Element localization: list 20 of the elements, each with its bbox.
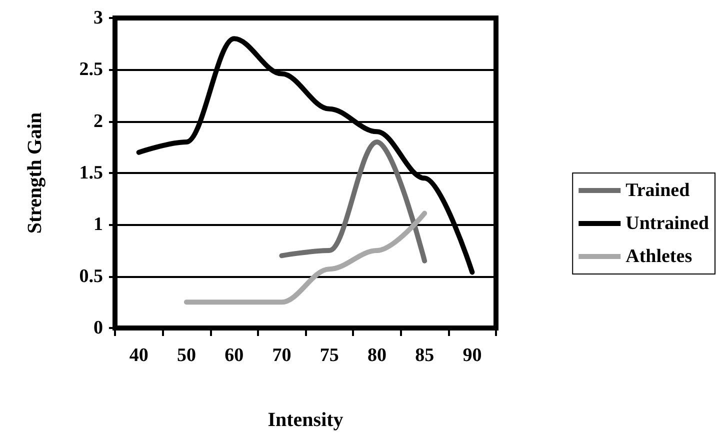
- x-tick-label: 50: [176, 345, 196, 366]
- y-tick-label: 0.5: [79, 266, 103, 287]
- y-tick-label: 2.5: [79, 59, 103, 80]
- x-axis-title: Intensity: [268, 409, 344, 431]
- legend-label: Untrained: [626, 213, 710, 234]
- y-tick-label: 3: [94, 8, 103, 28]
- y-tick-label: 0: [94, 318, 103, 338]
- x-tick-label: 40: [129, 345, 148, 366]
- y-tick-label: 2: [94, 110, 103, 132]
- x-tick-label: 80: [367, 345, 386, 366]
- x-tick-label: 90: [462, 345, 482, 366]
- y-tick-label: 1: [94, 214, 103, 236]
- legend-label: Trained: [626, 180, 690, 201]
- x-tick-label: 60: [224, 345, 244, 366]
- y-axis-title: Strength Gain: [24, 112, 46, 234]
- x-tick-label: 70: [272, 345, 292, 366]
- x-tick-label: 85: [415, 345, 434, 366]
- legend-label: Athletes: [626, 246, 692, 267]
- y-tick-label: 1.5: [79, 162, 103, 184]
- x-tick-label: 75: [320, 345, 339, 366]
